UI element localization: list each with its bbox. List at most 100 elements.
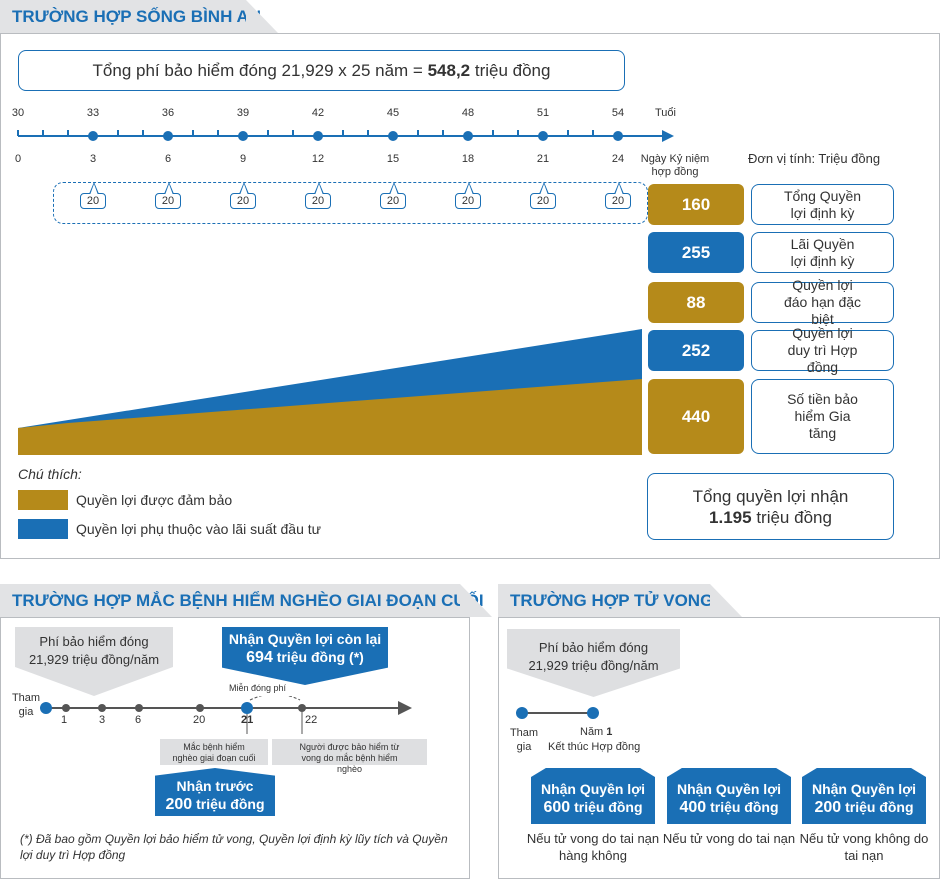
death-card-value: 400 (679, 799, 707, 816)
anniversary-marker (463, 131, 473, 141)
death-card-head: Nhận Quyền lợi (811, 781, 917, 797)
ci-footnote: (*) Đã bao gồm Quyền lợi bảo hiểm tử von… (20, 832, 448, 862)
death-benefit-card: Nhận Quyền lợi 400 triệu đồng (667, 768, 791, 824)
ci-death-note: Người được bảo hiểm từ vong do mắc bệnh … (272, 739, 427, 774)
age-tick-label: 36 (161, 107, 175, 119)
age-tick-label: 48 (461, 107, 475, 119)
ci-remaining-value: 694 (246, 649, 273, 666)
death-benefit-card: Nhận Quyền lợi 600 triệu đồng (531, 768, 655, 824)
ci-year-21: 21 (241, 714, 254, 726)
ci-advance-line1: Nhận trước (176, 778, 254, 794)
death-premium-line2: 21,929 triệu đồng/năm (528, 658, 659, 673)
ci-remaining-unit: triệu đồng (*) (272, 649, 364, 665)
age-tick-label: 33 (86, 107, 100, 119)
death-card-caption: Nếu tử vong không do tai nạn (799, 831, 929, 863)
ci-remaining-line1: Nhận Quyền lợi còn lại (228, 631, 382, 647)
premium-summary-box: Tổng phí bảo hiểm đóng 21,929 x 25 năm =… (18, 50, 625, 91)
year-tick-label: 0 (14, 153, 22, 165)
periodic-benefit-callout: 20 (380, 182, 406, 209)
ci-year-22: 22 (305, 714, 318, 726)
ci-timeline-axis (40, 696, 412, 734)
total-benefit-value-line: 1.195 triệu đồng (648, 507, 893, 528)
total-benefit-label: Tổng quyền lợi nhận (692, 487, 849, 506)
survival-timeline-axis (17, 130, 674, 142)
age-tick-label: 45 (386, 107, 400, 119)
benefit-value-box: 255 (648, 232, 744, 273)
death-card-value-line: 600 triệu đồng (531, 798, 655, 817)
ci-premium-line2: 21,929 triệu đồng/năm (28, 652, 160, 667)
year-tick-label: 15 (386, 153, 400, 165)
periodic-benefit-callout: 20 (305, 182, 331, 209)
anniversary-marker (163, 131, 173, 141)
ci-year-3: 3 (99, 714, 106, 726)
age-tick-label: 51 (536, 107, 550, 119)
year-tick-label: 21 (536, 153, 550, 165)
periodic-benefit-callout: 20 (80, 182, 106, 209)
periodic-benefit-callout: 20 (155, 182, 181, 209)
ci-year-6: 6 (135, 714, 142, 726)
year-tick-label: 18 (461, 153, 475, 165)
periodic-benefit-callout: 20 (230, 182, 256, 209)
anniversary-marker (88, 131, 98, 141)
legend-blue-swatch (18, 519, 68, 539)
ci-waive-label: Miễn đóng phí (229, 683, 287, 693)
periodic-benefit-callout: 20 (605, 182, 631, 209)
death-join-label: Tham gia (509, 727, 539, 753)
age-tick-label: 39 (236, 107, 250, 119)
age-tick-label: 30 (11, 107, 25, 119)
legend-blue-label: Quyền lợi phụ thuộc vào lãi suất đầu tư (76, 521, 322, 537)
benefit-value-box: 252 (648, 330, 744, 371)
benefit-label: Quyền lợi duy trì Hợp đồng (751, 325, 894, 375)
premium-summary-text: Tổng phí bảo hiểm đóng 21,929 x 25 năm = (92, 61, 428, 80)
benefit-label: Tổng Quyền lợi định kỳ (751, 184, 894, 225)
death-card-unit: triệu đồng (706, 799, 779, 815)
ci-year-1: 1 (61, 714, 68, 726)
benefit-label: Số tiền bảo hiểm Gia tăng (751, 379, 894, 454)
benefit-label: Quyền lợi đáo hạn đặc biệt (751, 277, 894, 327)
death-end-year: Năm 1 (580, 726, 612, 738)
death-card-unit: triệu đồng (570, 799, 643, 815)
benefit-value-box: 440 (648, 379, 744, 454)
ci-advance-banner: Nhận trước 200 triệu đồng (155, 768, 275, 816)
benefit-value-box: 160 (648, 184, 744, 225)
ci-year-20: 20 (193, 714, 206, 726)
death-card-caption: Nếu tử vong do tai nạn (662, 831, 796, 846)
death-premium-line1: Phí bảo hiểm đóng (538, 640, 649, 655)
death-timeline-axis (516, 707, 599, 719)
death-end-year-num: 1 (606, 726, 613, 738)
death-card-unit: triệu đồng (841, 799, 914, 815)
death-end-year-label: Năm (580, 726, 607, 738)
anniversary-marker (388, 131, 398, 141)
benefit-label: Lãi Quyền lợi định kỳ (751, 232, 894, 273)
ci-illness-note: Mắc bệnh hiểm nghèo giai đoạn cuối (160, 739, 268, 765)
benefit-value-box: 88 (648, 282, 744, 323)
ci-advance-unit: triệu đồng (192, 796, 265, 812)
anniversary-marker (313, 131, 323, 141)
premium-summary-unit: triệu đồng (470, 61, 551, 80)
anniversary-marker (613, 131, 623, 141)
legend-gold-label: Quyền lợi được đảm bảo (76, 492, 233, 508)
section-tab-critical-illness: TRƯỜNG HỢP MẮC BỆNH HIỂM NGHÈO GIAI ĐOẠN… (0, 584, 492, 617)
death-card-head: Nhận Quyền lợi (540, 781, 646, 797)
unit-note: Đơn vị tính: Triệu đồng (748, 151, 881, 166)
age-unit-label: Tuổi (655, 107, 676, 119)
legend-gold-swatch (18, 490, 68, 510)
premium-summary-total: 548,2 (427, 61, 471, 80)
ci-advance-value: 200 (165, 796, 193, 813)
death-card-caption: Nếu tử vong do tai nạn hàng không (526, 831, 660, 863)
periodic-benefit-callout: 20 (530, 182, 556, 209)
legend-title: Chú thích: (18, 466, 82, 482)
total-benefit-unit: triệu đồng (751, 508, 832, 527)
year-tick-label: 6 (164, 153, 172, 165)
section-tab-survival: TRƯỜNG HỢP SỐNG BÌNH AN (0, 0, 278, 33)
death-card-value-line: 200 triệu đồng (802, 798, 926, 817)
total-benefit-value: 1.195 (709, 508, 752, 527)
death-end-label: Kết thúc Hợp đồng (548, 741, 641, 753)
death-benefit-card: Nhận Quyền lợi 200 triệu đồng (802, 768, 926, 824)
survival-panel (0, 33, 940, 559)
guaranteed-area (18, 379, 642, 455)
ci-join-label: Tham gia (11, 692, 41, 718)
periodic-benefit-group (53, 182, 648, 224)
death-card-value: 600 (543, 799, 571, 816)
death-card-head: Nhận Quyền lợi (676, 781, 782, 797)
